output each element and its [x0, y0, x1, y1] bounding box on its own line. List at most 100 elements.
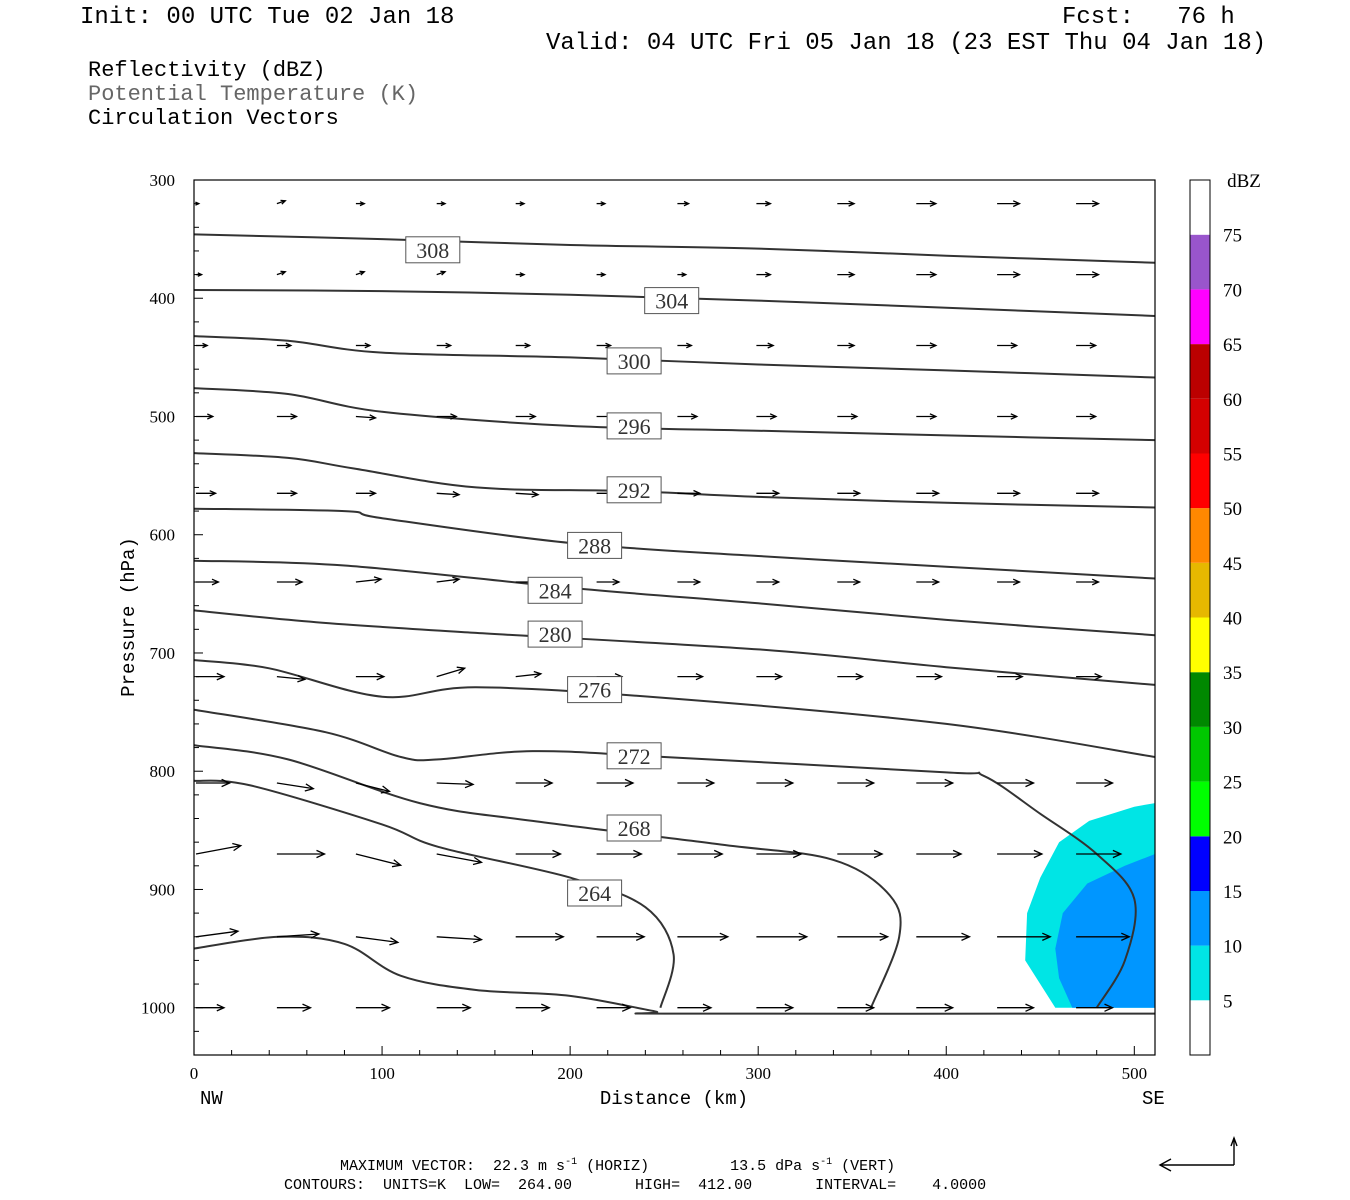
- circulation-vector: [276, 674, 307, 683]
- circulation-vector: [837, 673, 865, 681]
- colorbar-segment: [1190, 234, 1210, 290]
- circulation-vector: [196, 490, 218, 497]
- colorbar-label: 15: [1223, 882, 1242, 903]
- circulation-vector: [515, 1003, 551, 1012]
- circulation-vector: [916, 673, 944, 681]
- svg-text:272: 272: [618, 744, 651, 769]
- circulation-vector: [997, 849, 1044, 859]
- circulation-vector: [677, 413, 699, 420]
- init-time: Init: 00 UTC Tue 02 Jan 18: [80, 4, 455, 31]
- isentrope-label-308: 308: [405, 236, 461, 264]
- circulation-vector: [1157, 1004, 1193, 1011]
- circulation-vector: [355, 782, 392, 794]
- circulation-vector: [997, 200, 1022, 208]
- isentrope-layer: [194, 233, 1155, 1015]
- circulation-vector: [596, 932, 646, 941]
- circulation-vector: [997, 1003, 1036, 1012]
- y-tick-label: 1000: [141, 999, 175, 1018]
- colorbar-label: 20: [1223, 827, 1242, 848]
- circulation-vector: [1076, 271, 1101, 279]
- isentrope-264: [194, 779, 675, 1008]
- reference-vector-icon: [1158, 1136, 1238, 1172]
- circulation-vector: [436, 779, 475, 789]
- circulation-vector: [596, 849, 643, 859]
- circulation-vector: [196, 778, 232, 788]
- circulation-vector: [436, 342, 453, 349]
- x-tick-label: 500: [1122, 1064, 1148, 1083]
- x-tick-label: 400: [934, 1064, 960, 1083]
- circulation-vector: [677, 932, 730, 941]
- circulation-vector: [677, 272, 688, 278]
- circulation-vector: [355, 414, 378, 421]
- colorbar-segment: [1190, 1000, 1210, 1055]
- isentrope-label-264: 264: [567, 879, 623, 907]
- circulation-vector: [756, 778, 795, 788]
- circulation-vector: [837, 578, 862, 586]
- y-tick-label: 900: [150, 880, 176, 899]
- circulation-vector: [355, 201, 366, 207]
- colorbar-label: 70: [1223, 280, 1242, 301]
- circulation-vector: [515, 932, 565, 941]
- colorbar-label: 75: [1223, 226, 1242, 247]
- circulation-vector: [1157, 674, 1182, 680]
- circulation-vector: [436, 853, 484, 866]
- max-vector-line: MAXIMUM VECTOR: 22.3 m s-1 (HORIZ) 13.5 …: [340, 1157, 896, 1175]
- axes: 0 100 200 300 400 500 300 400 500 600 700 800 900 100…: [141, 171, 1147, 1083]
- circulation-vector: [677, 1003, 713, 1012]
- y-tick-label: 600: [150, 526, 176, 545]
- circulation-vector: [355, 1003, 392, 1012]
- circulation-vector: [276, 413, 299, 420]
- colorbar-label: 65: [1223, 335, 1242, 356]
- circulation-vector: [756, 673, 784, 681]
- svg-text:296: 296: [618, 414, 651, 439]
- circulation-vector: [916, 578, 941, 586]
- isentrope-label-300: 300: [606, 347, 662, 375]
- circulation-vector: [916, 932, 972, 941]
- svg-text:284: 284: [539, 578, 572, 603]
- circulation-vector: [1076, 578, 1101, 586]
- isentrope-308: [194, 233, 1155, 264]
- svg-text:300: 300: [618, 349, 651, 374]
- circulation-vector: [276, 782, 315, 792]
- circulation-vector: [756, 1003, 795, 1012]
- isentrope-label-296: 296: [606, 412, 662, 440]
- x-axis-title: Distance (km): [600, 1088, 748, 1110]
- circulation-vector: [916, 778, 955, 788]
- circulation-vector: [1157, 414, 1177, 419]
- circulation-vector: [837, 200, 856, 207]
- circulation-vector: [997, 578, 1022, 586]
- circulation-vector: [596, 272, 607, 278]
- circulation-vector: [677, 778, 716, 788]
- colorbar-segment: [1190, 508, 1210, 563]
- colorbar-label: 25: [1223, 773, 1242, 794]
- circulation-vector: [276, 930, 321, 939]
- isentrope-label-272: 272: [606, 742, 662, 770]
- colorbar-label: 30: [1223, 718, 1242, 739]
- circulation-vector: [677, 342, 693, 349]
- colorbar-label: 5: [1223, 991, 1233, 1012]
- circulation-vector: [196, 672, 226, 681]
- colorbar-segment: [1190, 781, 1210, 837]
- circulation-vector: [1076, 489, 1101, 497]
- y-tick-label: 500: [150, 407, 176, 426]
- circulation-vector: [756, 932, 809, 941]
- circulation-vector: [355, 936, 400, 946]
- circulation-vector: [1076, 413, 1098, 420]
- y-tick-label: 300: [150, 171, 176, 190]
- circulation-vector: [276, 578, 304, 586]
- circulation-vector: [756, 342, 775, 349]
- circulation-vector: [677, 849, 724, 859]
- x-tick-label: 0: [190, 1064, 199, 1083]
- valid-time: Valid: 04 UTC Fri 05 Jan 18 (23 EST Thu …: [546, 30, 1267, 57]
- circulation-vector: [837, 849, 884, 859]
- svg-text:276: 276: [578, 678, 611, 703]
- circulation-vector: [195, 842, 243, 855]
- circulation-vector: [1157, 201, 1179, 207]
- circulation-vector: [355, 490, 378, 497]
- svg-text:264: 264: [578, 881, 611, 906]
- circulation-vector: [1076, 200, 1101, 208]
- vector-layer: [195, 199, 1193, 1012]
- circulation-vector: [916, 271, 938, 278]
- circulation-vector: [276, 1003, 313, 1012]
- x-tick-label: 100: [369, 1064, 395, 1083]
